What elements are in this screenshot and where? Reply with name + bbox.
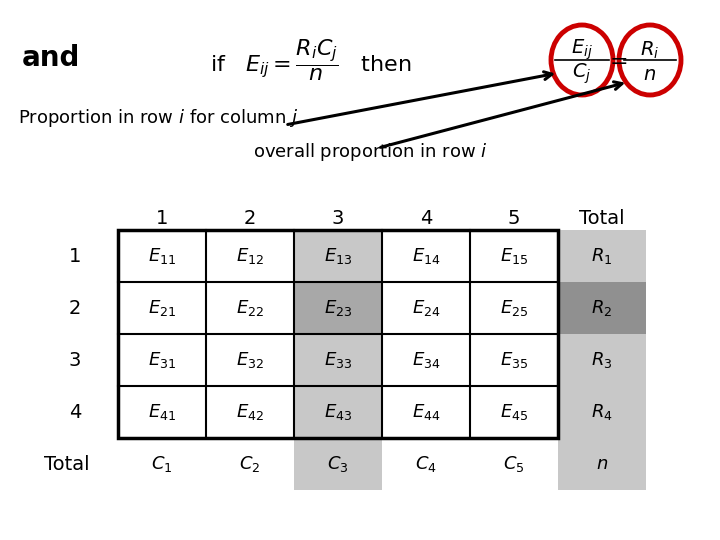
- Text: overall proportion in row $i$: overall proportion in row $i$: [253, 141, 487, 163]
- Bar: [558, 230, 646, 282]
- Bar: [294, 386, 382, 438]
- Bar: [382, 282, 470, 334]
- Text: $E_{13}$: $E_{13}$: [324, 246, 352, 266]
- Text: 2: 2: [244, 208, 256, 227]
- Text: $C_1$: $C_1$: [151, 454, 173, 474]
- Bar: [118, 334, 206, 386]
- Text: $E_{24}$: $E_{24}$: [412, 298, 441, 318]
- Bar: [382, 386, 470, 438]
- Bar: [294, 282, 382, 334]
- Bar: [206, 386, 294, 438]
- Text: $R_2$: $R_2$: [591, 298, 613, 318]
- Text: $E_{35}$: $E_{35}$: [500, 350, 528, 370]
- Text: $E_{ij}$: $E_{ij}$: [571, 38, 593, 62]
- Text: $E_{11}$: $E_{11}$: [148, 246, 176, 266]
- Text: $=$: $=$: [605, 50, 627, 70]
- Text: $C_5$: $C_5$: [503, 454, 525, 474]
- Text: 4: 4: [69, 402, 81, 422]
- Bar: [382, 230, 470, 282]
- Text: 3: 3: [69, 350, 81, 369]
- Bar: [558, 438, 646, 490]
- Text: $E_{21}$: $E_{21}$: [148, 298, 176, 318]
- Text: $R_1$: $R_1$: [591, 246, 613, 266]
- Bar: [294, 438, 382, 490]
- Bar: [118, 230, 558, 438]
- Text: $E_{42}$: $E_{42}$: [236, 402, 264, 422]
- Bar: [470, 334, 558, 386]
- Text: $C_4$: $C_4$: [415, 454, 437, 474]
- Text: 1: 1: [69, 246, 81, 266]
- Text: $E_{14}$: $E_{14}$: [412, 246, 441, 266]
- Text: $E_{22}$: $E_{22}$: [236, 298, 264, 318]
- Text: $R_i$: $R_i$: [640, 39, 660, 60]
- Text: if   $E_{ij} = \dfrac{R_i C_j}{n}$   then: if $E_{ij} = \dfrac{R_i C_j}{n}$ then: [210, 37, 411, 83]
- Text: $E_{41}$: $E_{41}$: [148, 402, 176, 422]
- Bar: [382, 334, 470, 386]
- Text: Proportion in row $i$ for column $j$: Proportion in row $i$ for column $j$: [18, 107, 299, 129]
- Text: and: and: [22, 44, 81, 72]
- Text: $E_{12}$: $E_{12}$: [236, 246, 264, 266]
- Bar: [294, 334, 382, 386]
- Text: Total: Total: [44, 455, 90, 474]
- Bar: [206, 334, 294, 386]
- Text: $E_{33}$: $E_{33}$: [324, 350, 352, 370]
- Bar: [294, 230, 382, 282]
- Text: $E_{23}$: $E_{23}$: [324, 298, 352, 318]
- Text: $R_4$: $R_4$: [591, 402, 613, 422]
- Text: Total: Total: [579, 208, 625, 227]
- Bar: [206, 230, 294, 282]
- Text: $n$: $n$: [644, 64, 657, 84]
- Text: $E_{32}$: $E_{32}$: [236, 350, 264, 370]
- Bar: [118, 282, 206, 334]
- Text: $E_{31}$: $E_{31}$: [148, 350, 176, 370]
- Text: 4: 4: [420, 208, 432, 227]
- Text: $E_{25}$: $E_{25}$: [500, 298, 528, 318]
- Bar: [558, 386, 646, 438]
- Text: $E_{15}$: $E_{15}$: [500, 246, 528, 266]
- Bar: [470, 230, 558, 282]
- Text: $E_{45}$: $E_{45}$: [500, 402, 528, 422]
- Text: $C_3$: $C_3$: [327, 454, 348, 474]
- Text: $C_j$: $C_j$: [572, 62, 592, 86]
- Text: 2: 2: [69, 299, 81, 318]
- Bar: [206, 282, 294, 334]
- Text: 1: 1: [156, 208, 168, 227]
- Text: $E_{43}$: $E_{43}$: [324, 402, 352, 422]
- Bar: [558, 334, 646, 386]
- Text: $n$: $n$: [596, 455, 608, 473]
- Text: $R_3$: $R_3$: [591, 350, 613, 370]
- Text: 3: 3: [332, 208, 344, 227]
- Bar: [118, 386, 206, 438]
- Bar: [558, 282, 646, 334]
- Text: 5: 5: [508, 208, 521, 227]
- Text: $E_{44}$: $E_{44}$: [412, 402, 441, 422]
- Text: $C_2$: $C_2$: [239, 454, 261, 474]
- Text: $E_{34}$: $E_{34}$: [412, 350, 441, 370]
- Bar: [470, 386, 558, 438]
- Bar: [118, 230, 206, 282]
- Bar: [470, 282, 558, 334]
